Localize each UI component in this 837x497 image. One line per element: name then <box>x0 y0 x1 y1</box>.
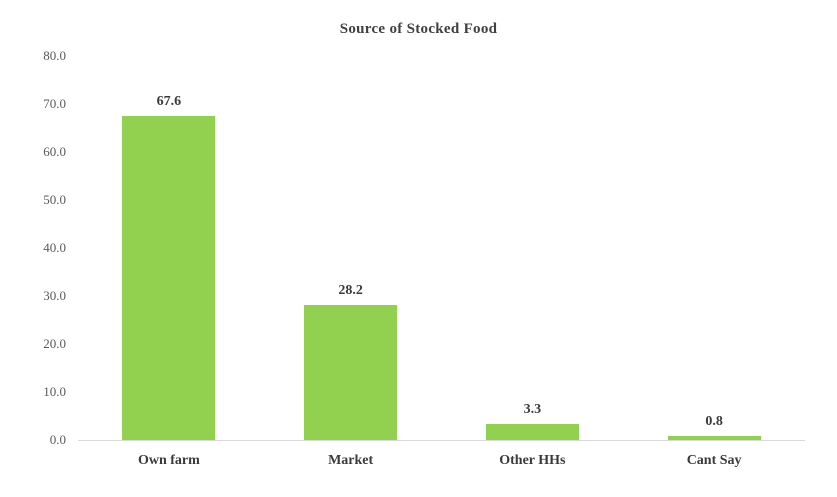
bar-value-label: 3.3 <box>523 402 542 418</box>
x-tick-label: Cant Say <box>686 453 742 468</box>
bar-market <box>304 304 398 440</box>
y-tick-label: 20.0 <box>43 336 66 351</box>
bar-other-hhs <box>485 424 579 440</box>
y-tick-label: 0.0 <box>49 432 66 447</box>
bar-own-farm <box>122 115 216 440</box>
y-tick-label: 70.0 <box>43 96 66 111</box>
x-tick-label: Other HHs <box>499 453 566 468</box>
y-tick-label: 40.0 <box>43 240 66 255</box>
x-tick-label: Market <box>328 453 374 468</box>
bar-value-label: 28.2 <box>338 282 363 298</box>
y-tick-label: 10.0 <box>43 384 66 399</box>
chart-title: Source of Stocked Food <box>339 21 498 37</box>
y-tick-label: 80.0 <box>43 48 66 63</box>
plot-area <box>78 56 805 441</box>
y-tick-label: 60.0 <box>43 144 66 159</box>
bar-value-label: 0.8 <box>705 414 723 430</box>
bar-cant-say <box>667 436 761 440</box>
bar-value-label: 67.6 <box>156 93 182 109</box>
y-tick-label: 50.0 <box>43 192 66 207</box>
x-tick-label: Own farm <box>137 453 200 468</box>
y-tick-label: 30.0 <box>43 288 66 303</box>
